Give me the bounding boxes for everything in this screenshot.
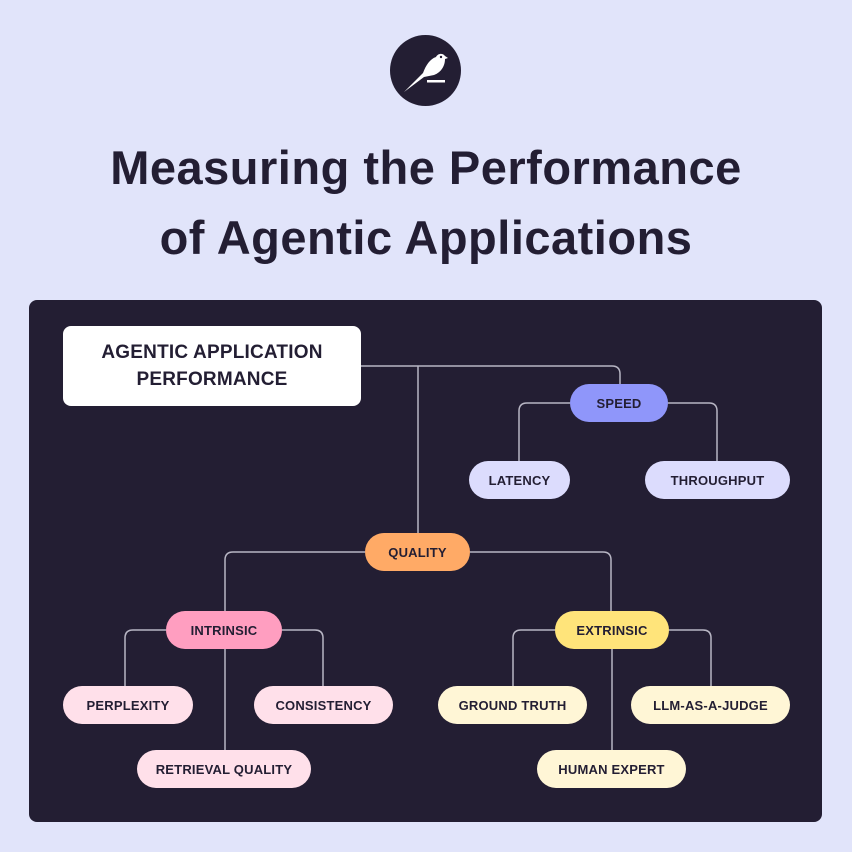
connector-quality-intrinsic	[224, 551, 365, 611]
root-node: AGENTIC APPLICATION PERFORMANCE	[63, 326, 361, 406]
node-retrieval-quality: RETRIEVAL QUALITY	[137, 750, 311, 788]
node-throughput: THROUGHPUT	[645, 461, 790, 499]
root-label-line2: PERFORMANCE	[136, 369, 288, 390]
node-perplexity: PERPLEXITY	[63, 686, 193, 724]
page-title-line2: of Agentic Applications	[159, 211, 693, 264]
node-ground-truth: GROUND TRUTH	[438, 686, 587, 724]
node-quality: QUALITY	[365, 533, 470, 571]
connector-extrinsic-llmjudge	[669, 629, 712, 686]
connector-root-speed	[361, 365, 621, 384]
connector-extrinsic-groundtruth	[512, 629, 555, 686]
connector-intrinsic-perplexity	[124, 629, 166, 686]
node-speed: SPEED	[570, 384, 668, 422]
node-latency: LATENCY	[469, 461, 570, 499]
root-label-line1: AGENTIC APPLICATION	[101, 342, 323, 363]
node-extrinsic: EXTRINSIC	[555, 611, 669, 649]
node-human-expert: HUMAN EXPERT	[537, 750, 686, 788]
page-title-line1: Measuring the Performance	[110, 141, 742, 194]
node-consistency: CONSISTENCY	[254, 686, 393, 724]
connector-intrinsic-consistency	[282, 629, 324, 686]
node-intrinsic: INTRINSIC	[166, 611, 282, 649]
connector-speed-latency	[518, 402, 570, 461]
bird-logo-icon	[390, 35, 461, 106]
connector-quality-extrinsic	[470, 551, 612, 611]
node-llm-as-a-judge: LLM-AS-A-JUDGE	[631, 686, 790, 724]
connector-speed-throughput	[668, 402, 718, 461]
